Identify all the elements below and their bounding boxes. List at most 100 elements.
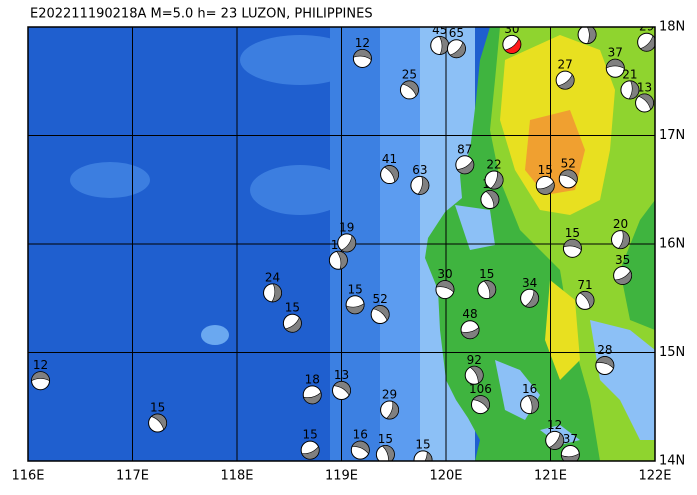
- focal-mechanism: [413, 450, 433, 461]
- focal-mechanism: [595, 356, 615, 376]
- depth-label: 30: [437, 267, 452, 281]
- beachball-quadrant: [563, 239, 582, 251]
- depth-label: 19: [339, 220, 354, 234]
- depth-label: 16: [522, 382, 537, 396]
- focal-mechanism: [435, 280, 455, 300]
- beachball-quadrant: [561, 453, 580, 461]
- depth-label: 15: [285, 301, 300, 315]
- beachball-quadrant: [614, 270, 632, 285]
- focal-mechanism: [332, 380, 351, 400]
- depth-label: 71: [577, 278, 592, 292]
- beachball-quadrant: [456, 159, 475, 175]
- focal-mechanism: [558, 169, 578, 189]
- focal-mechanism: [464, 365, 484, 385]
- depth-label: 15: [378, 432, 393, 446]
- focal-mechanism: [520, 288, 540, 308]
- depth-label: 30: [504, 22, 519, 36]
- map-frame: [27, 26, 656, 462]
- focal-mechanism: [446, 39, 466, 59]
- focal-mechanism: [455, 155, 475, 175]
- beachball-quadrant: [628, 80, 640, 100]
- depth-label: 15: [150, 401, 165, 415]
- beachball-quadrant: [527, 395, 539, 414]
- beachball-quadrant: [385, 401, 399, 420]
- focal-mechanism: [31, 371, 51, 391]
- focal-mechanism: [502, 34, 522, 54]
- focal-mechanism: [577, 27, 597, 45]
- depth-label: 92: [467, 353, 482, 367]
- depth-label: 15: [303, 428, 318, 442]
- focal-mechanism: [148, 413, 168, 433]
- beachball-quadrant: [402, 80, 419, 97]
- focal-mechanism: [575, 290, 595, 310]
- focal-mechanism: [470, 395, 490, 415]
- focal-mechanism: [380, 400, 400, 420]
- x-tick-label: 117E: [116, 469, 149, 484]
- focal-mechanism: [477, 280, 497, 300]
- focal-mechanism: [375, 444, 395, 461]
- x-tick-label: 120E: [429, 469, 462, 484]
- beachball-quadrant: [150, 413, 167, 431]
- basemap: 12 15 24 15 12 41 63 87 30 92 29 15 16 15 15 18 13 12 19 15…: [28, 12, 655, 461]
- beachball-quadrant: [372, 305, 390, 321]
- beachball-quadrant: [284, 316, 302, 333]
- map-title: E202211190218A M=5.0 h= 23 LUZON, PHILIP…: [30, 7, 373, 22]
- y-tick-label: 16N: [659, 237, 685, 252]
- beachball-quadrant: [548, 432, 564, 450]
- depth-label: 48: [462, 307, 477, 321]
- focal-mechanism: [611, 230, 631, 250]
- x-tick-label: 122E: [638, 469, 671, 484]
- focal-mechanism: [399, 80, 419, 100]
- depth-label: 87: [457, 142, 472, 156]
- beachball-quadrant: [595, 356, 615, 369]
- focal-mechanism: [300, 440, 320, 460]
- beachball-quadrant: [383, 165, 399, 183]
- beachball-quadrant: [504, 38, 522, 54]
- beachball-quadrant: [490, 171, 504, 190]
- depth-label: 34: [522, 276, 537, 290]
- focal-mechanism: [613, 265, 633, 285]
- depth-label: 37: [563, 432, 578, 446]
- depth-label: 25: [402, 67, 417, 81]
- x-tick-label: 121E: [534, 469, 567, 484]
- depth-label: 15: [565, 226, 580, 240]
- focal-mechanism: [328, 250, 348, 270]
- beachball-quadrant: [485, 190, 500, 209]
- depth-label: 52: [373, 292, 388, 306]
- beachball-quadrant: [351, 440, 370, 455]
- focal-mechanism: [637, 32, 655, 52]
- depth-label: 17: [579, 12, 594, 26]
- focal-mechanism: [380, 165, 400, 185]
- beachball-quadrant: [586, 27, 597, 44]
- beachball-quadrant: [336, 250, 348, 270]
- depth-label: 20: [613, 217, 628, 231]
- depth-label: 41: [382, 152, 397, 166]
- depth-label: 13: [637, 80, 652, 94]
- beachball-quadrant: [449, 41, 466, 58]
- beachball-quadrant: [472, 395, 490, 411]
- focal-mechanism: [345, 295, 365, 315]
- beachball-quadrant: [460, 326, 480, 340]
- beachball-quadrant: [303, 391, 322, 405]
- depth-label: 24: [265, 270, 280, 284]
- y-tick-label: 14N: [659, 454, 685, 469]
- beachball-quadrant: [536, 181, 555, 195]
- beachball-quadrant: [333, 381, 351, 396]
- focal-mechanism: [535, 175, 555, 195]
- focal-mechanism: [430, 35, 450, 55]
- beachball-quadrant: [340, 235, 356, 253]
- depth-label: 45: [432, 23, 447, 37]
- beachball-quadrant: [559, 169, 578, 184]
- beachball-quadrant: [301, 446, 320, 460]
- depth-label: 12: [355, 36, 370, 50]
- depth-label: 15: [538, 163, 553, 177]
- beachball-quadrant: [353, 49, 372, 61]
- focal-mechanism: [480, 190, 500, 210]
- depth-label: 35: [615, 253, 630, 267]
- beachball-quadrant: [381, 445, 395, 461]
- beachball-quadrant: [31, 371, 50, 382]
- depth-label: 18: [305, 372, 320, 386]
- depth-label: 22: [486, 157, 501, 171]
- beachball-quadrant: [345, 303, 365, 314]
